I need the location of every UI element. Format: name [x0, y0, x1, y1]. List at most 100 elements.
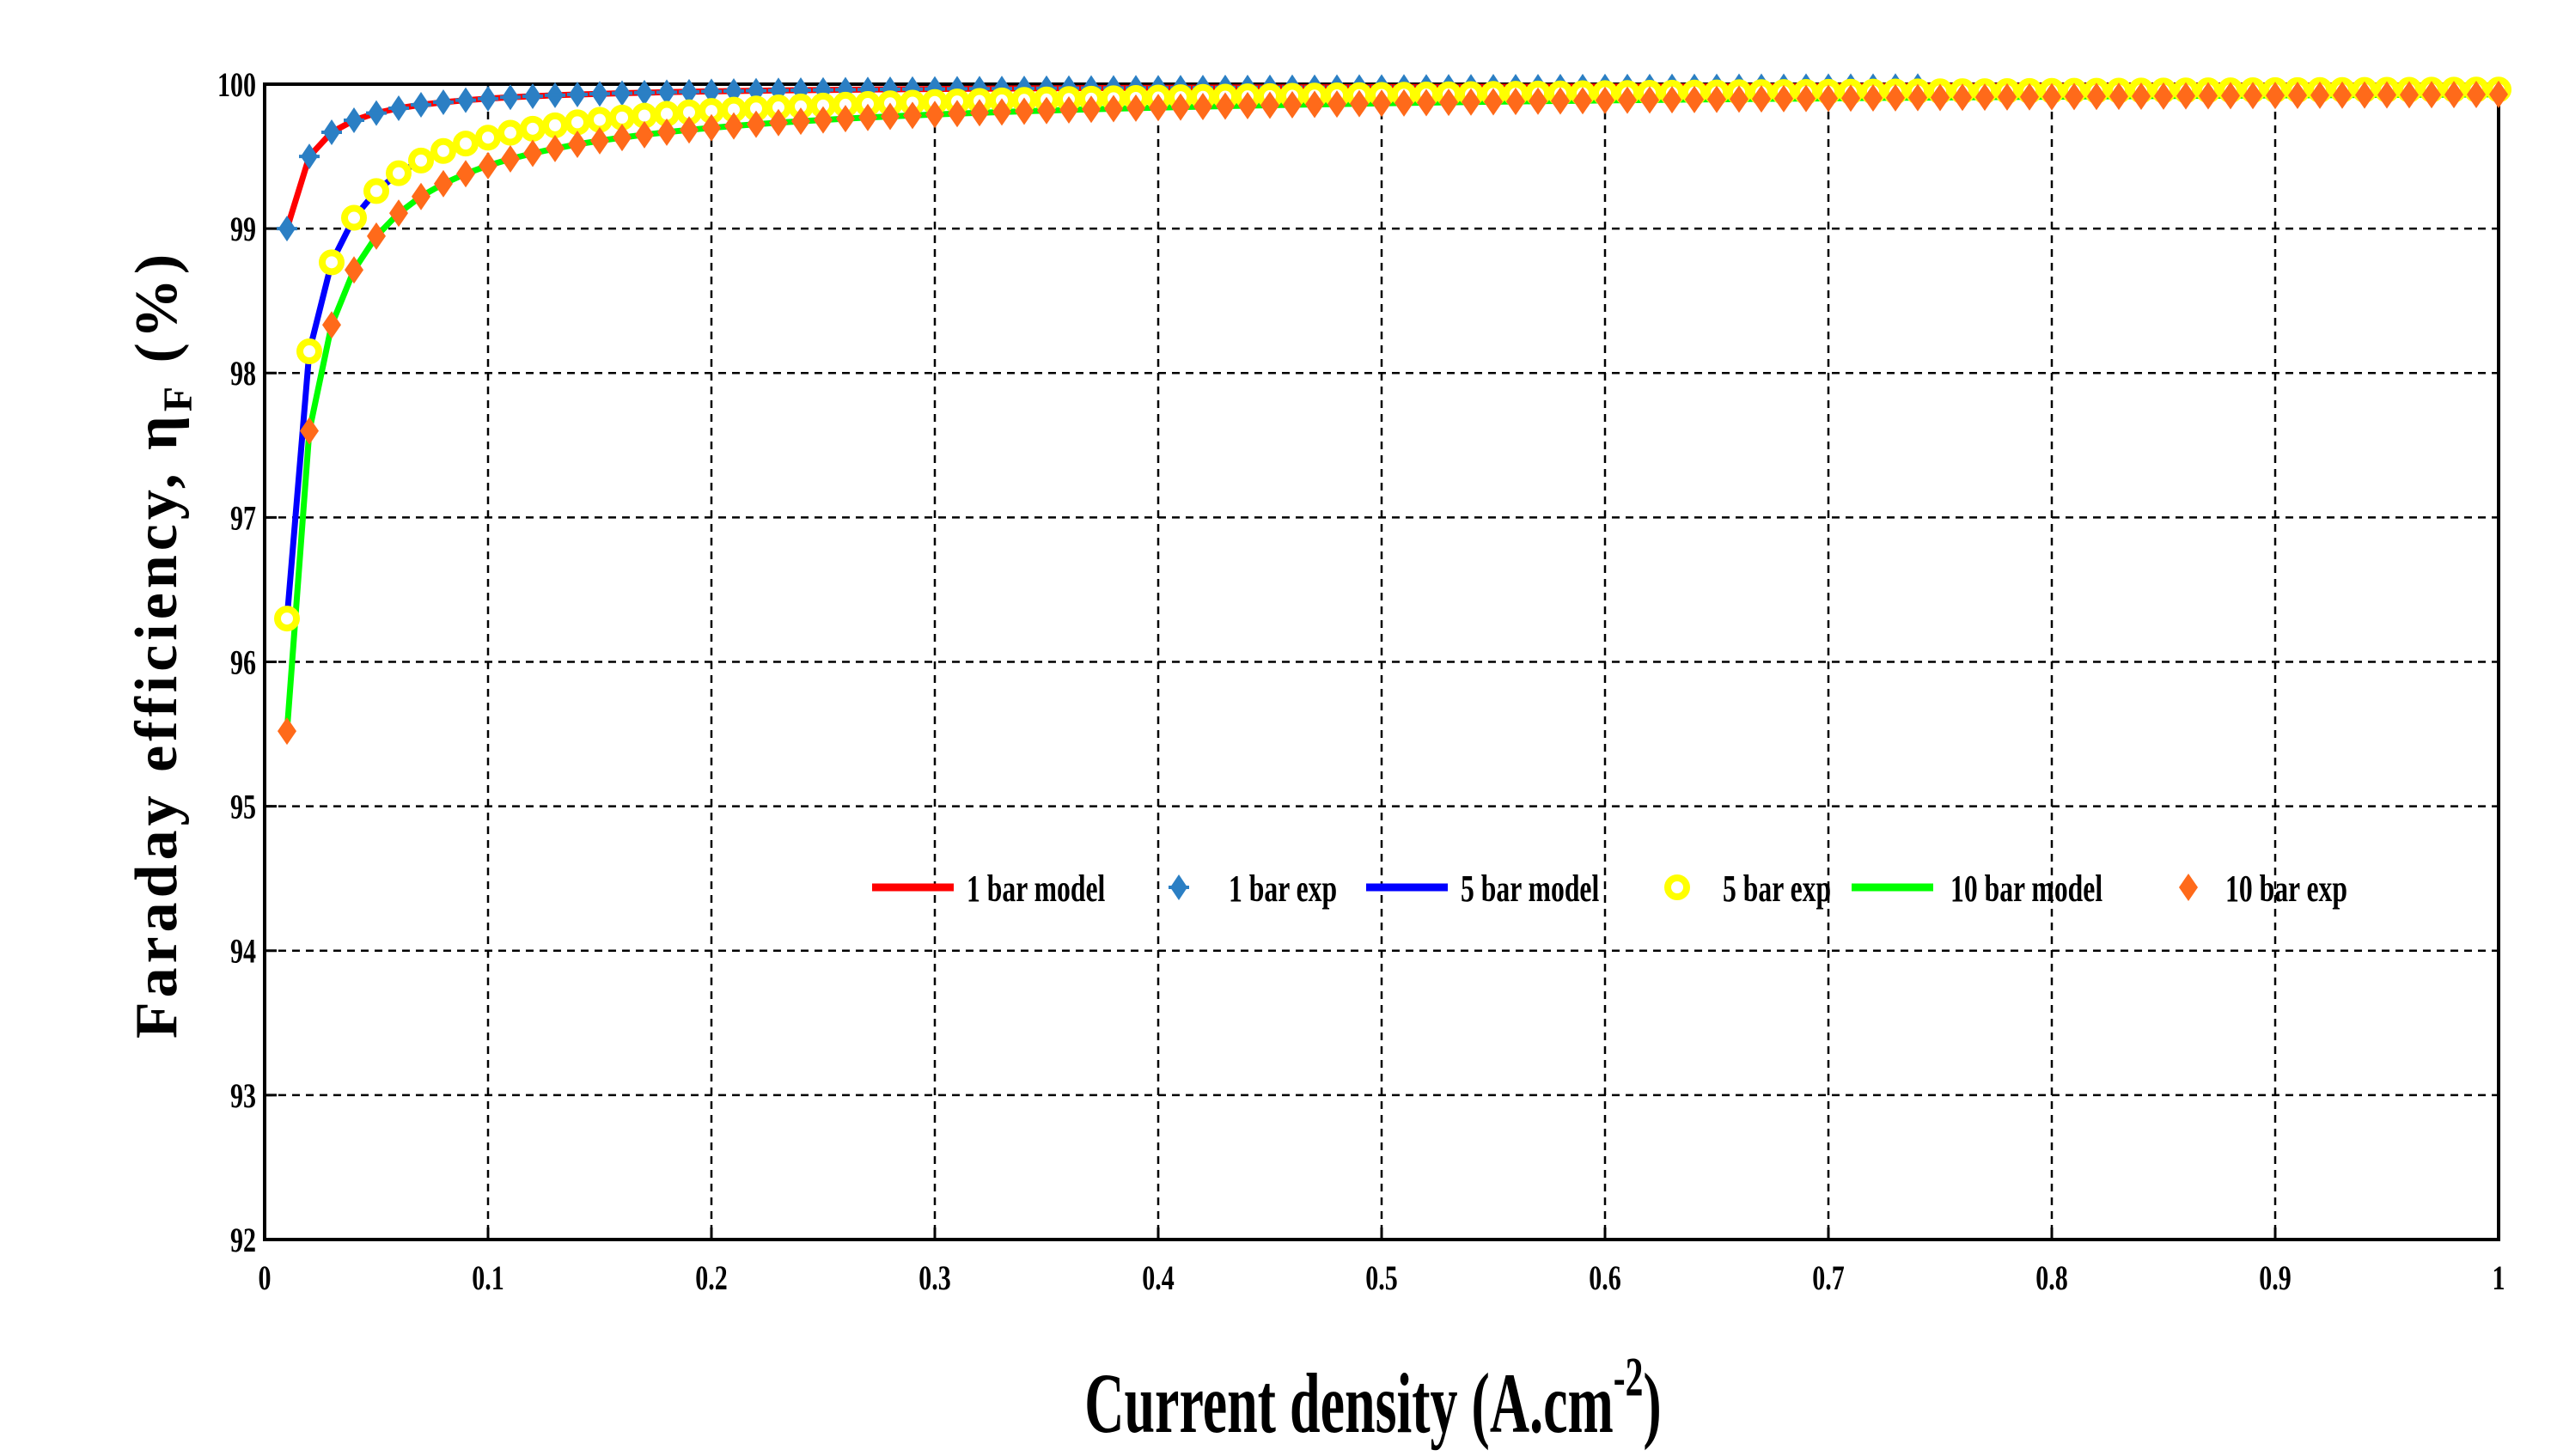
- circle-marker-shape: [520, 115, 546, 142]
- data-point: [747, 110, 766, 138]
- diamond-marker-shape: [1372, 89, 1391, 118]
- legend-label: 1 bar model: [967, 868, 1105, 910]
- diamond-marker-shape: [456, 160, 475, 188]
- circle-marker-shape: [430, 137, 456, 164]
- x-tick-label: 0: [259, 1258, 272, 1297]
- diamond-marker-shape: [1618, 86, 1637, 114]
- data-point: [2199, 82, 2218, 110]
- data-point: [1618, 86, 1637, 114]
- diamond-marker-shape: [2087, 82, 2106, 111]
- x-axis-title-main: Current density (A.cm: [1084, 1356, 1614, 1452]
- diamond-marker-shape: [814, 106, 833, 134]
- legend-label: 10 bar model: [1950, 868, 2102, 910]
- diamond-marker-shape: [2042, 82, 2061, 111]
- data-point: [1730, 85, 1748, 113]
- circle-marker-shape: [1664, 874, 1690, 900]
- data-point: [568, 131, 587, 159]
- data-point: [791, 107, 810, 136]
- y-axis-title-end: (%): [124, 250, 190, 382]
- diamond-marker-shape: [1908, 83, 1927, 112]
- diamond-marker-shape: [724, 112, 743, 140]
- data-point: [1908, 83, 1927, 112]
- diamond-marker-shape: [345, 256, 363, 284]
- diamond-marker-shape: [2176, 82, 2195, 110]
- data-point: [1596, 86, 1614, 114]
- diamond-marker-shape: [2377, 81, 2396, 109]
- data-point: [925, 101, 944, 129]
- diamond-marker-shape: [1104, 94, 1123, 123]
- data-point: [1573, 87, 1592, 115]
- data-point: [881, 102, 900, 131]
- data-point: [319, 249, 345, 276]
- data-point: [475, 125, 501, 151]
- y-tick-label: 97: [230, 498, 256, 537]
- data-point: [2310, 81, 2329, 109]
- circle-marker-shape: [408, 147, 434, 174]
- diamond-marker-shape: [568, 131, 587, 159]
- data-point: [497, 119, 523, 146]
- x-axis-title-exponent: -2: [1614, 1345, 1644, 1408]
- data-point: [2176, 82, 2195, 110]
- legend: 1 bar model 1 bar exp 5 bar model 5 bar exp…: [872, 868, 2347, 910]
- legend-entry-1-bar-model: 1 bar model: [872, 868, 1105, 910]
- data-point: [1104, 94, 1123, 123]
- data-point: [1819, 84, 1838, 113]
- diamond-marker-shape: [1573, 87, 1592, 115]
- circle-marker-shape: [587, 107, 613, 133]
- circle-marker-shape: [475, 125, 501, 151]
- diamond-marker-shape: [1975, 83, 1994, 112]
- data-point: [1797, 84, 1816, 113]
- diamond-marker-shape: [1260, 91, 1279, 119]
- model-line: [284, 86, 2499, 619]
- data-point: [858, 103, 877, 131]
- data-point: [565, 109, 590, 136]
- diamond-marker-shape: [881, 102, 900, 131]
- diamond-marker-shape: [1864, 84, 1883, 113]
- x-tick-label: 0.4: [1142, 1258, 1175, 1297]
- diamond-marker-shape: [1931, 83, 1950, 112]
- legend-label: 5 bar model: [1461, 868, 1599, 910]
- diamond-marker-shape: [2199, 82, 2218, 110]
- data-point: [542, 112, 568, 138]
- diamond-marker-shape: [412, 182, 430, 210]
- diamond-marker-shape: [434, 169, 453, 198]
- data-point: [634, 79, 655, 106]
- circle-marker-shape: [386, 160, 412, 186]
- circle-marker-shape: [296, 338, 322, 365]
- diamond-marker-shape: [1439, 88, 1458, 117]
- legend-entry-5-bar-exp: 5 bar exp: [1664, 868, 1831, 910]
- data-point: [453, 131, 479, 157]
- diamond-marker-shape: [613, 124, 632, 152]
- data-point: [523, 139, 542, 168]
- data-point: [501, 145, 520, 174]
- data-point: [2377, 81, 2396, 109]
- data-point: [277, 216, 297, 242]
- data-point: [1216, 92, 1235, 120]
- data-point: [300, 417, 319, 445]
- data-point: [299, 143, 320, 170]
- y-tick-label: 93: [230, 1076, 256, 1115]
- data-point: [948, 100, 967, 128]
- diamond-marker-shape: [1059, 95, 1078, 124]
- data-point: [1998, 82, 2017, 111]
- data-point: [478, 85, 498, 112]
- diamond-marker-shape: [2355, 81, 2374, 109]
- data-point: [1126, 94, 1145, 122]
- diamond-marker-shape: [791, 107, 810, 136]
- diamond-marker-shape: [501, 145, 520, 174]
- data-point: [2087, 82, 2106, 111]
- diamond-marker-shape: [2132, 82, 2151, 110]
- diamond-marker-shape: [1640, 86, 1659, 114]
- diamond-marker-shape: [1462, 88, 1480, 116]
- diamond-marker-shape: [2065, 82, 2084, 111]
- data-point: [278, 717, 296, 746]
- data-point: [1774, 84, 1793, 113]
- diamond-marker-shape: [1149, 94, 1168, 122]
- data-point: [430, 137, 456, 164]
- data-point: [1015, 97, 1034, 125]
- diamond-marker-shape: [2489, 80, 2508, 108]
- diamond-marker-shape: [2422, 81, 2441, 109]
- data-point: [455, 87, 476, 113]
- y-tick-label: 100: [217, 65, 256, 104]
- data-point: [1372, 89, 1391, 118]
